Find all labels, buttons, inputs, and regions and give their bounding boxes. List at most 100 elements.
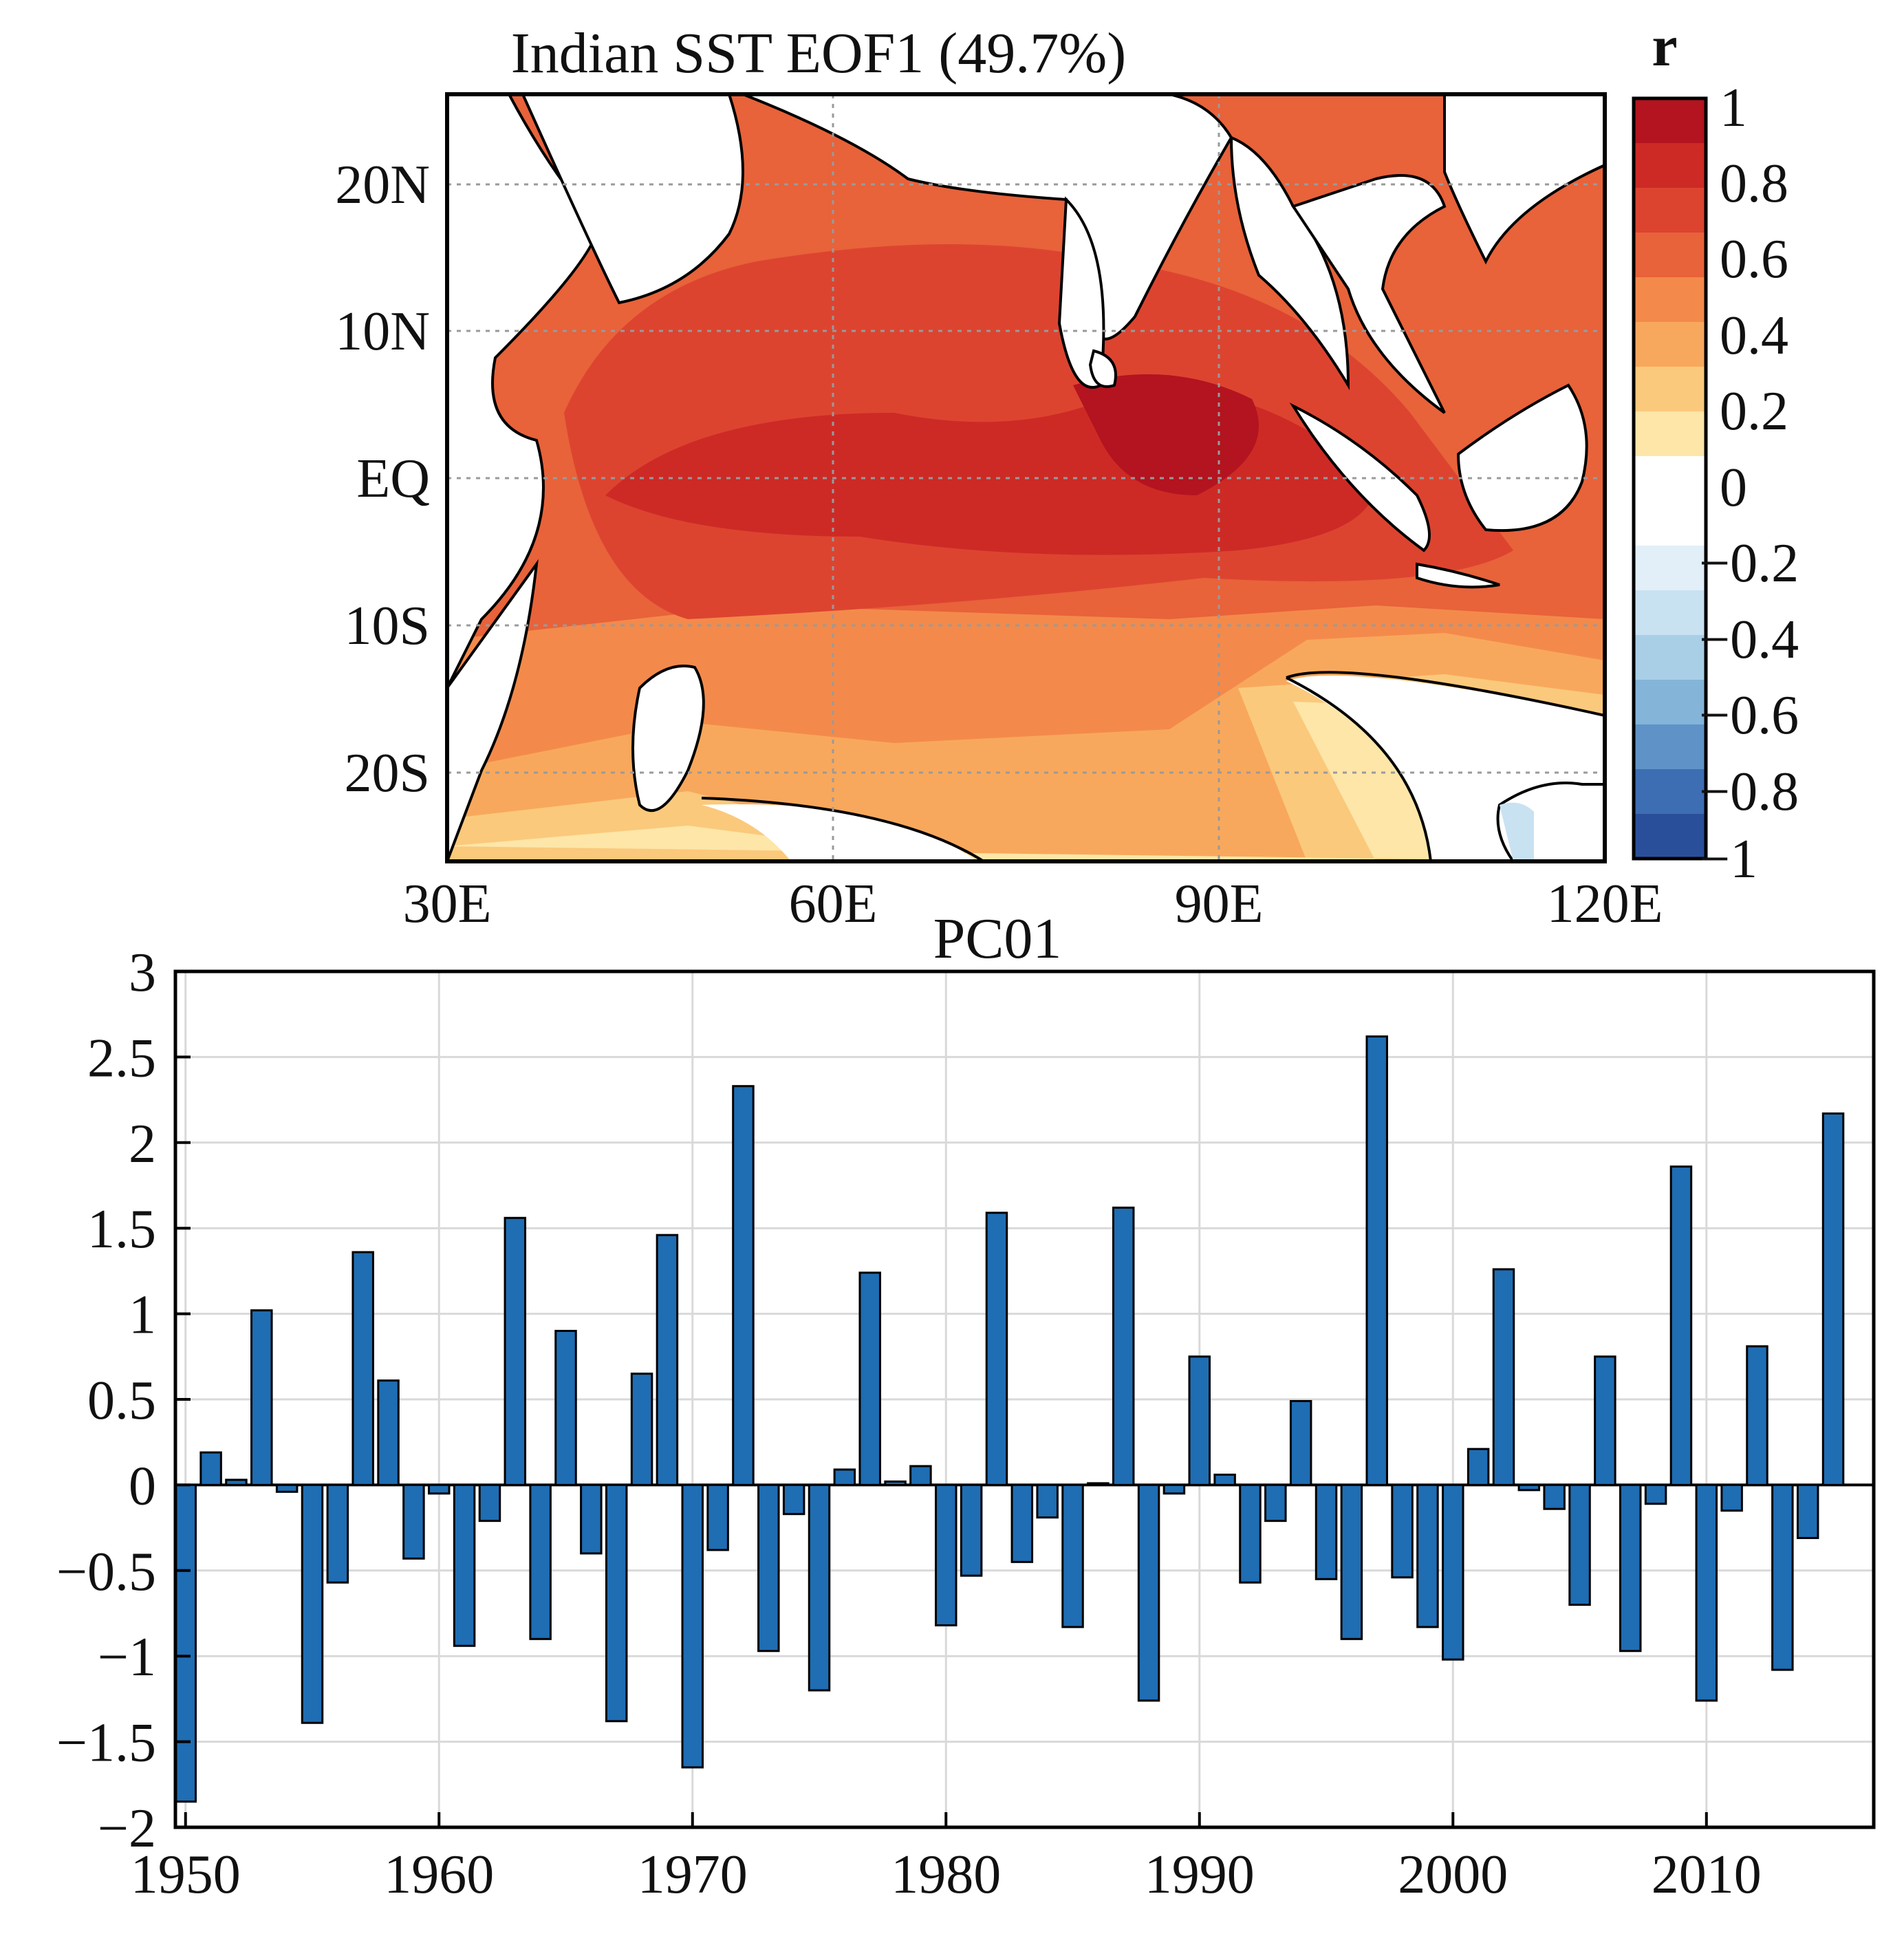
bar-1973 [757, 1483, 780, 1653]
x-tick-label: 1950 [131, 1844, 241, 1905]
colorbar-tick: 0.8 [1720, 153, 1788, 214]
sri-lanka [1088, 349, 1117, 388]
colorbar [1634, 98, 1706, 859]
bar-1964 [529, 1483, 552, 1640]
bar-1992 [1239, 1483, 1262, 1584]
colorbar-tick: 0.4 [1720, 305, 1788, 366]
colorbar-tick: −1 [1699, 829, 1757, 890]
colorbar-segment [1634, 233, 1706, 278]
y-tick-label: 2.5 [87, 1028, 156, 1088]
colorbar-tick: −0.2 [1699, 533, 1799, 594]
colorbar-segment [1634, 188, 1706, 233]
chart-gridlines [175, 970, 1874, 1829]
lon-label: 90E [1175, 874, 1264, 934]
sumatra [1289, 402, 1431, 552]
bar-1953 [250, 1309, 273, 1486]
bar-1954 [275, 1483, 299, 1493]
bar-1983 [1010, 1483, 1034, 1563]
colorbar-segment [1634, 635, 1706, 680]
colorbar-tick: −0.8 [1699, 762, 1799, 822]
bar-1970 [681, 1483, 704, 1769]
bar-1974 [782, 1483, 805, 1516]
bar-2004 [1543, 1483, 1566, 1510]
y-tick-label: 1.5 [87, 1199, 156, 1260]
map-lon-labels: 30E 60E 90E 120E [403, 874, 1663, 934]
bar-1963 [504, 1216, 527, 1486]
colorbar-tick: 0 [1720, 458, 1747, 518]
map-gridlines [447, 94, 1605, 861]
chart-title: PC01 [933, 907, 1062, 971]
bar-1961 [453, 1483, 476, 1647]
bar-2008 [1644, 1483, 1667, 1505]
bar-1998 [1391, 1483, 1414, 1579]
colorbar-tick: 0.6 [1720, 229, 1788, 290]
y-tick-label: −0.5 [56, 1542, 156, 1602]
colorbar-tick-labels: 1 0.8 0.6 0.4 0.2 0 −0.2 −0.4 −0.6 −0.8 … [1699, 78, 1799, 890]
bar-1968 [630, 1373, 653, 1486]
zero-contour-sw [701, 797, 985, 861]
bar-1956 [326, 1483, 349, 1584]
colorbar-segment [1634, 456, 1706, 502]
bar-2000 [1442, 1483, 1464, 1661]
bar-1958 [377, 1379, 400, 1486]
bar-1990 [1188, 1355, 1211, 1486]
madagascar [631, 665, 705, 813]
bar-1951 [199, 1451, 222, 1486]
bar-2014 [1796, 1483, 1819, 1540]
bar-1952 [225, 1478, 248, 1486]
colorbar-label: r [1652, 14, 1677, 78]
bar-1984 [1036, 1483, 1059, 1519]
bar-1972 [732, 1085, 755, 1486]
bar-1995 [1315, 1483, 1338, 1580]
bar-1985 [1061, 1483, 1084, 1628]
bar-1993 [1264, 1483, 1287, 1523]
map-title: Indian SST EOF1 (49.7%) [511, 21, 1126, 85]
colorbar-segment [1634, 680, 1706, 725]
lon-label: 120E [1547, 874, 1663, 934]
bar-1980 [935, 1483, 958, 1626]
borneo [1456, 383, 1588, 533]
colorbar-segment [1634, 367, 1706, 412]
bar-2007 [1619, 1483, 1642, 1653]
colorbar-segment [1634, 277, 1706, 323]
colorbar-frame [1632, 96, 1708, 861]
indochina [1290, 174, 1447, 414]
y-tick-label: −2 [98, 1798, 156, 1859]
colorbar-tick: −0.4 [1699, 610, 1799, 670]
bar-2002 [1492, 1268, 1515, 1486]
lon-label: 60E [789, 874, 878, 934]
china-coast [1443, 94, 1605, 265]
east-africa [447, 559, 539, 861]
bar-1976 [833, 1468, 856, 1486]
y-tick-label: −1 [98, 1627, 156, 1688]
contour-0.2-zone-sw [702, 804, 977, 861]
lat-label: 10N [335, 301, 430, 362]
x-tick-label: 1980 [891, 1844, 1001, 1905]
bar-1957 [351, 1251, 374, 1486]
bar-1989 [1162, 1483, 1186, 1495]
bar-2011 [1720, 1483, 1743, 1512]
bar-2003 [1517, 1483, 1541, 1492]
bar-1962 [478, 1483, 501, 1523]
contour-0.3 [447, 702, 1605, 861]
bar-1966 [580, 1483, 603, 1555]
bar-1987 [1112, 1206, 1135, 1486]
colorbar-segment [1634, 411, 1706, 457]
lat-label: 20S [345, 743, 431, 804]
colorbar-segment [1634, 501, 1706, 546]
bar-2010 [1695, 1483, 1718, 1702]
bar-1950 [174, 1483, 197, 1803]
bar-1959 [402, 1483, 425, 1560]
bar-2001 [1467, 1448, 1490, 1486]
y-tick-label: 0.5 [87, 1370, 156, 1431]
bar-1969 [656, 1234, 679, 1486]
bar-1960 [428, 1483, 451, 1495]
bar-series [174, 1035, 1845, 1803]
bar-1986 [1087, 1482, 1110, 1486]
x-tick-label: 1960 [384, 1844, 494, 1905]
y-tick-label: 1 [129, 1285, 156, 1346]
bar-1971 [706, 1483, 729, 1551]
arabian-peninsula [521, 94, 744, 305]
lat-label: 10S [345, 596, 431, 656]
